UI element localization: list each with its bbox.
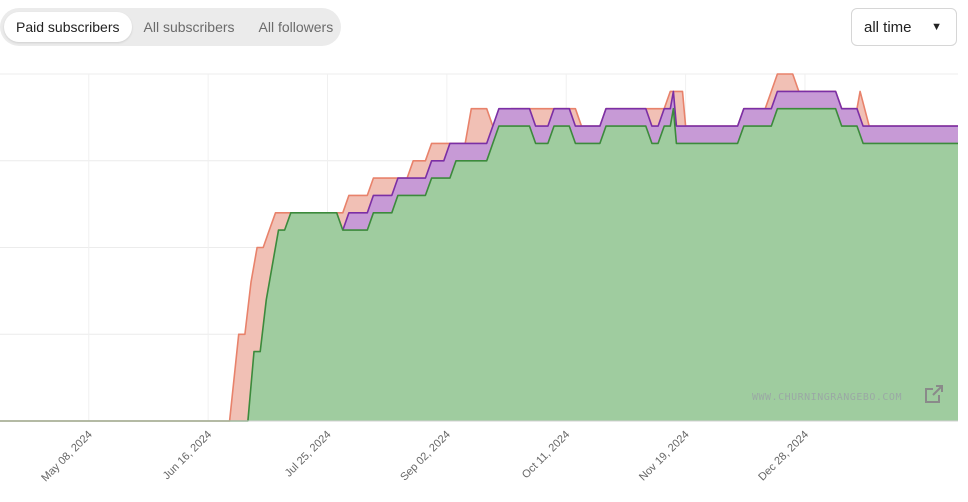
x-tick-label: May 08, 2024: [39, 429, 95, 485]
tab-all-followers[interactable]: All followers: [258, 19, 334, 35]
x-tick-label: Nov 19, 2024: [637, 429, 692, 484]
series-line-2: [0, 107, 958, 422]
x-tick-label: Sep 02, 2024: [398, 429, 453, 484]
caret-down-icon: ▼: [931, 21, 942, 33]
external-link-icon[interactable]: [924, 384, 944, 404]
series-line-1: [342, 90, 958, 231]
series-line-0: [0, 73, 958, 422]
x-tick-label: Dec 28, 2024: [756, 429, 811, 484]
series-area-2: [0, 108, 958, 421]
subscriber-type-toggle: Paid subscribers All subscribers All fol…: [0, 8, 341, 46]
subscriber-growth-chart: May 08, 2024 Jun 16, 2024 Jul 25, 2024 Sep …: [0, 73, 959, 485]
tab-all-subscribers[interactable]: All subscribers: [143, 19, 235, 35]
time-range-value: all time: [864, 18, 912, 36]
watermark: WWW.CHURNINGRANGEBO.COM: [752, 392, 902, 403]
x-tick-label: Oct 11, 2024: [520, 429, 572, 481]
tab-paid-subscribers[interactable]: Paid subscribers: [4, 12, 132, 42]
time-range-select[interactable]: all time ▼: [851, 8, 957, 46]
x-tick-label: Jun 16, 2024: [161, 429, 214, 482]
x-tick-label: Jul 25, 2024: [283, 429, 334, 480]
